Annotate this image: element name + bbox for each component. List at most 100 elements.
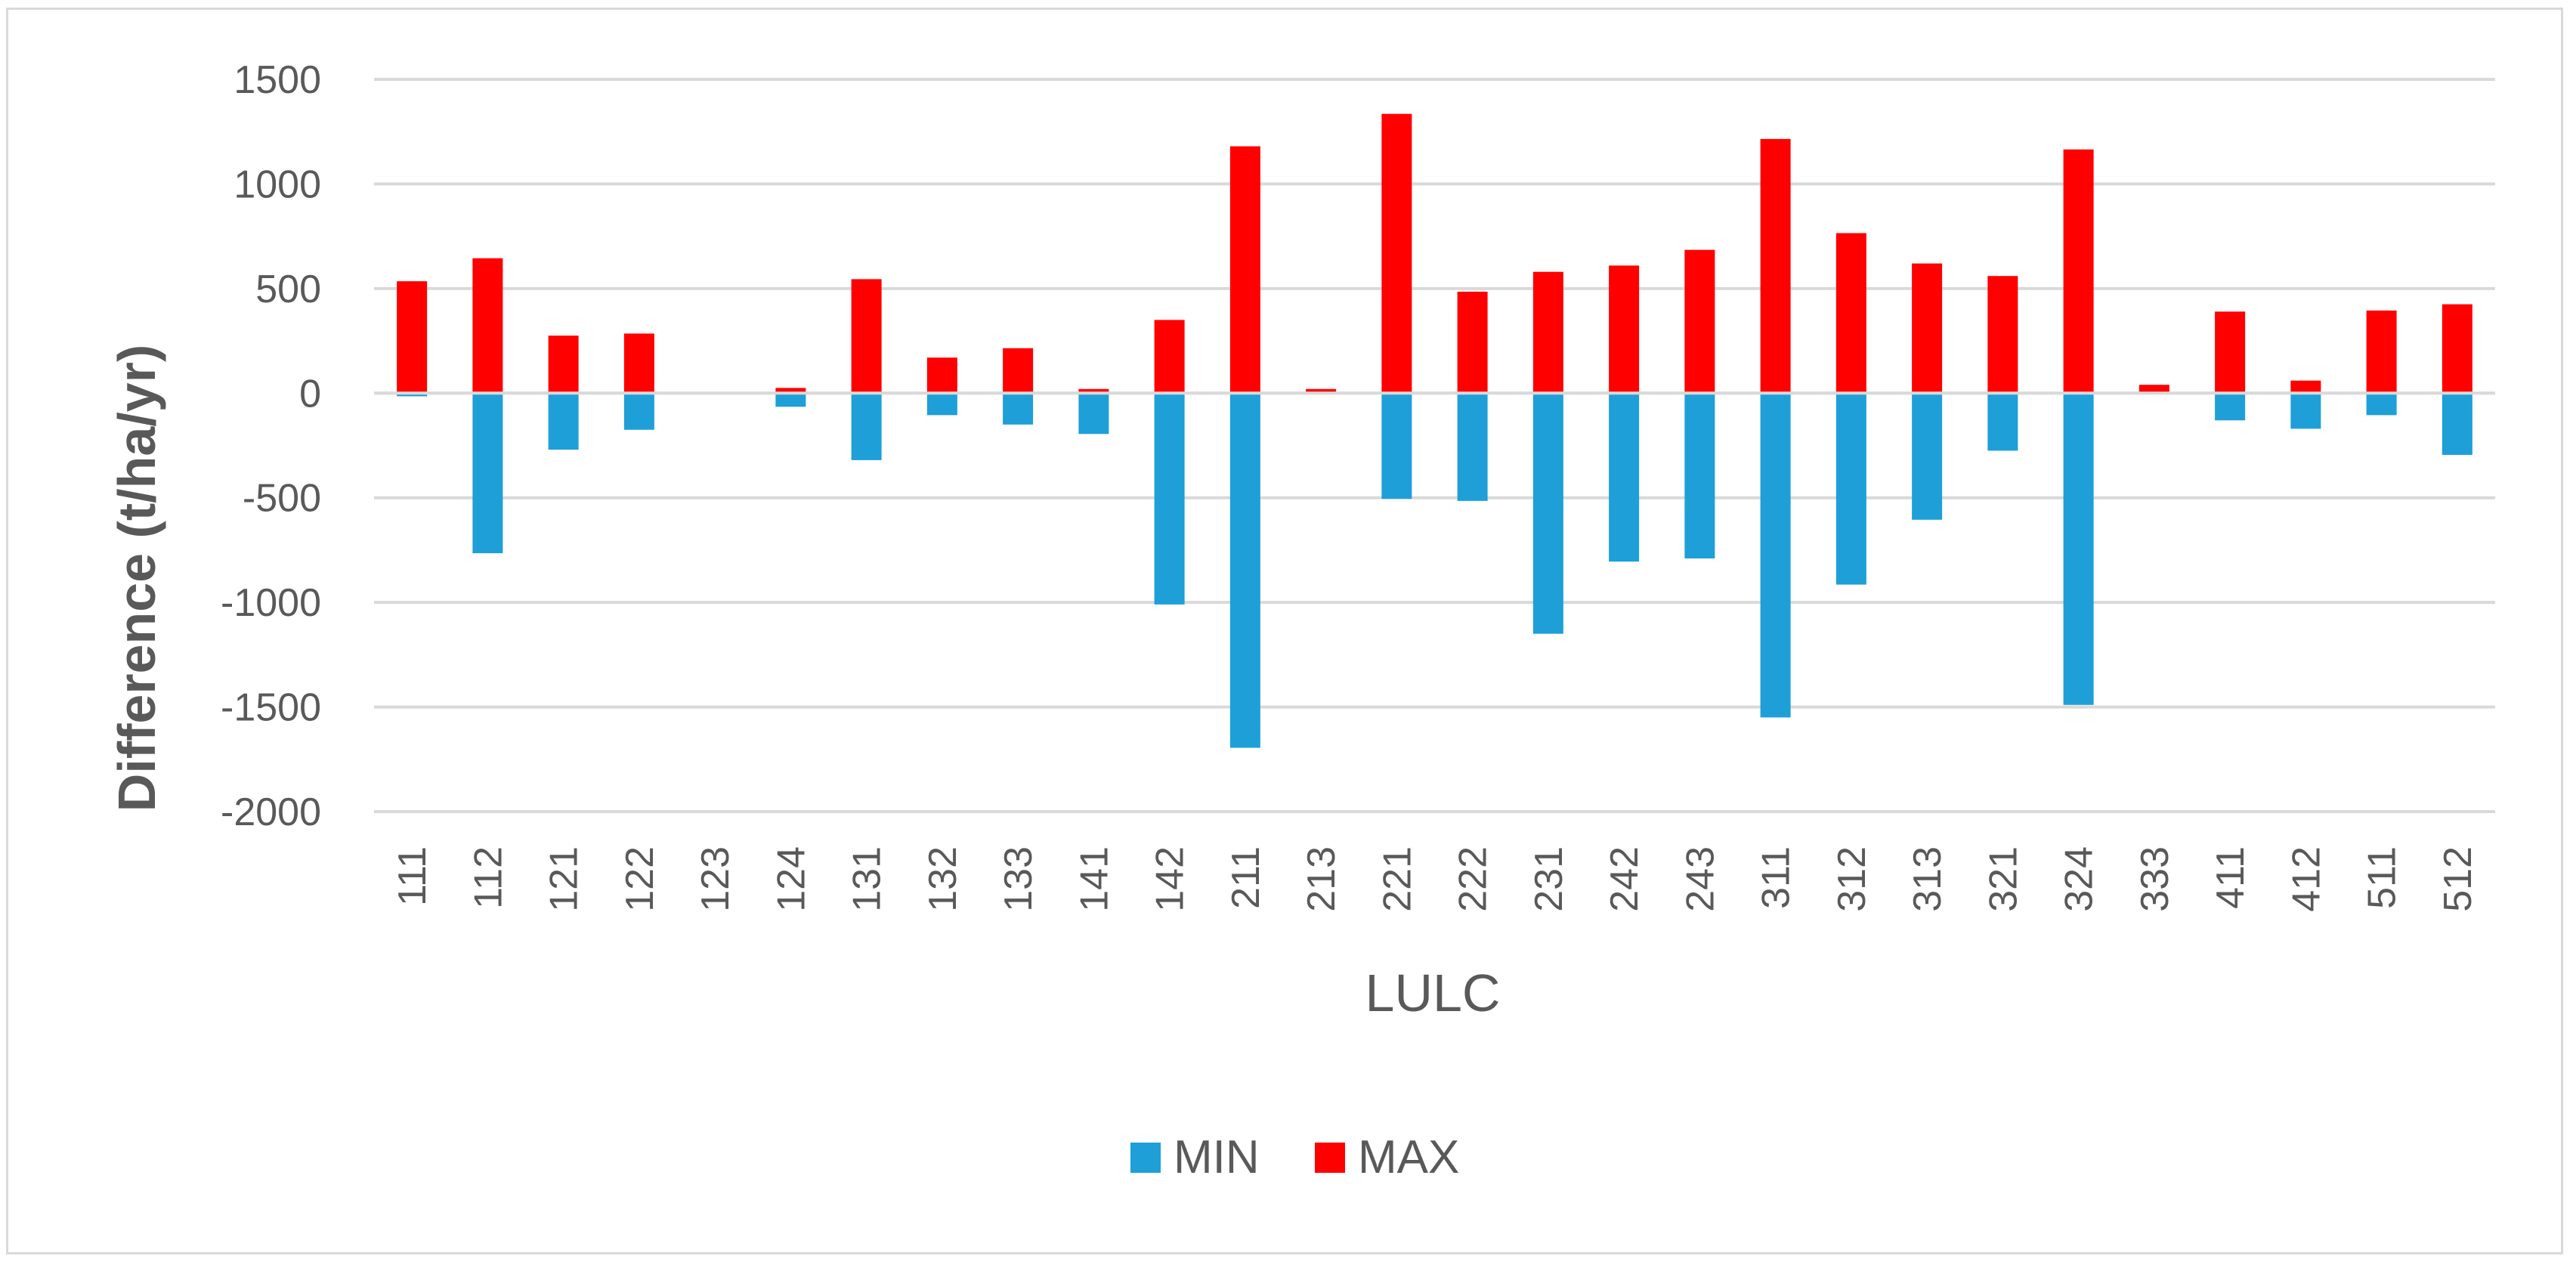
bar-min-211 — [1229, 393, 1260, 748]
bar-max-412 — [2290, 380, 2321, 394]
y-tick-label: 1500 — [233, 58, 321, 102]
x-tick-label: 231 — [1527, 846, 1571, 912]
bar-min-321 — [1987, 393, 2018, 451]
x-tick-label: 333 — [2133, 846, 2177, 912]
bar-min-242 — [1609, 393, 1640, 562]
bar-min-311 — [1760, 393, 1791, 718]
x-axis-title: LULC — [1365, 963, 1501, 1022]
bar-max-243 — [1684, 249, 1715, 394]
x-tick-label: 123 — [694, 846, 738, 912]
bar-min-111 — [397, 393, 428, 397]
bar-min-313 — [1912, 393, 1943, 520]
legend-label-min: MIN — [1174, 1131, 1260, 1183]
legend-label-max: MAX — [1358, 1131, 1459, 1183]
bar-max-132 — [926, 357, 957, 394]
y-tick-label: 1000 — [233, 162, 321, 206]
y-tick-label: -1500 — [221, 686, 321, 730]
x-tick-label: 124 — [769, 846, 813, 912]
x-tick-label: 211 — [1224, 846, 1268, 909]
x-tick-label: 133 — [997, 846, 1041, 912]
x-tick-label: 311 — [1755, 846, 1798, 909]
bar-max-131 — [851, 279, 882, 394]
x-tick-label: 312 — [1830, 846, 1874, 912]
bar-max-311 — [1760, 138, 1791, 394]
y-axis-title: Difference (t/ha/yr) — [107, 345, 166, 812]
bar-min-312 — [1835, 393, 1866, 585]
legend-swatch-min — [1130, 1143, 1161, 1173]
bar-max-231 — [1532, 271, 1563, 394]
x-tick-label: 511 — [2361, 846, 2404, 909]
bar-max-121 — [548, 336, 579, 394]
x-tick-label: 132 — [921, 846, 965, 912]
bar-min-222 — [1457, 393, 1488, 501]
bar-max-221 — [1381, 113, 1412, 394]
bar-max-111 — [397, 281, 428, 394]
bar-min-124 — [775, 393, 806, 407]
x-tick-label: 321 — [1981, 846, 2025, 912]
bar-min-121 — [548, 393, 579, 450]
x-tick-label: 111 — [391, 846, 434, 906]
bar-max-333 — [2138, 385, 2169, 394]
bar-max-313 — [1912, 263, 1943, 394]
bar-min-324 — [2063, 393, 2094, 705]
y-tick-label: 0 — [299, 372, 321, 416]
gridlines — [374, 78, 2495, 813]
bar-max-142 — [1154, 320, 1185, 394]
x-tick-label: 121 — [543, 846, 586, 912]
x-tick-label: 221 — [1375, 846, 1419, 912]
bar-min-512 — [2441, 393, 2472, 455]
bar-max-242 — [1609, 265, 1640, 394]
x-tick-label: 313 — [1906, 846, 1950, 912]
bar-max-112 — [472, 258, 503, 394]
y-axis-ticks: 1500 1000 500 0 -500 -1000 -1500 -2000 — [221, 58, 321, 834]
x-tick-label: 213 — [1300, 846, 1344, 912]
bars — [397, 113, 2472, 748]
bar-min-122 — [623, 393, 654, 430]
bar-max-511 — [2366, 310, 2397, 394]
y-tick-label: -1000 — [221, 581, 321, 625]
bar-min-243 — [1684, 393, 1715, 559]
bar-min-221 — [1381, 393, 1412, 500]
x-tick-label: 112 — [466, 846, 510, 909]
bar-max-124 — [775, 388, 806, 394]
bar-min-112 — [472, 393, 503, 554]
x-tick-label: 141 — [1072, 846, 1116, 912]
x-tick-label: 412 — [2284, 846, 2328, 912]
bar-min-142 — [1154, 393, 1185, 605]
bar-max-141 — [1078, 388, 1109, 394]
bar-max-122 — [623, 333, 654, 394]
chart-frame — [6, 8, 2563, 1254]
x-tick-label: 242 — [1603, 846, 1647, 912]
x-tick-label: 512 — [2436, 846, 2480, 912]
bar-max-211 — [1229, 146, 1260, 394]
bar-max-321 — [1987, 276, 2018, 394]
bar-min-511 — [2366, 393, 2397, 416]
bar-max-133 — [1003, 348, 1034, 394]
x-tick-label: 131 — [846, 846, 889, 912]
bar-max-312 — [1835, 233, 1866, 394]
x-tick-label: 222 — [1452, 846, 1495, 912]
bar-min-141 — [1078, 393, 1109, 435]
bar-min-131 — [851, 393, 882, 460]
bar-min-412 — [2290, 393, 2321, 429]
y-tick-label: 500 — [255, 268, 321, 311]
bar-min-133 — [1003, 393, 1034, 425]
y-tick-label: -2000 — [221, 790, 321, 834]
bar-min-411 — [2215, 393, 2246, 421]
x-axis-ticks: 111 112 121 122 123 124 131 132 133 141 142 211 213 2… — [391, 846, 2480, 912]
y-tick-label: -500 — [243, 477, 321, 521]
x-tick-label: 324 — [2058, 846, 2101, 912]
bar-max-213 — [1306, 388, 1337, 394]
x-tick-label: 122 — [618, 846, 662, 912]
x-tick-label: 142 — [1149, 846, 1192, 912]
bar-max-512 — [2441, 304, 2472, 394]
bar-max-324 — [2063, 149, 2094, 394]
x-tick-label: 243 — [1678, 846, 1722, 912]
bar-min-132 — [926, 393, 957, 416]
bar-max-222 — [1457, 292, 1488, 394]
bar-max-411 — [2215, 311, 2246, 394]
legend: MIN MAX — [1130, 1131, 1459, 1183]
x-tick-label: 411 — [2209, 846, 2253, 909]
bar-min-231 — [1532, 393, 1563, 634]
